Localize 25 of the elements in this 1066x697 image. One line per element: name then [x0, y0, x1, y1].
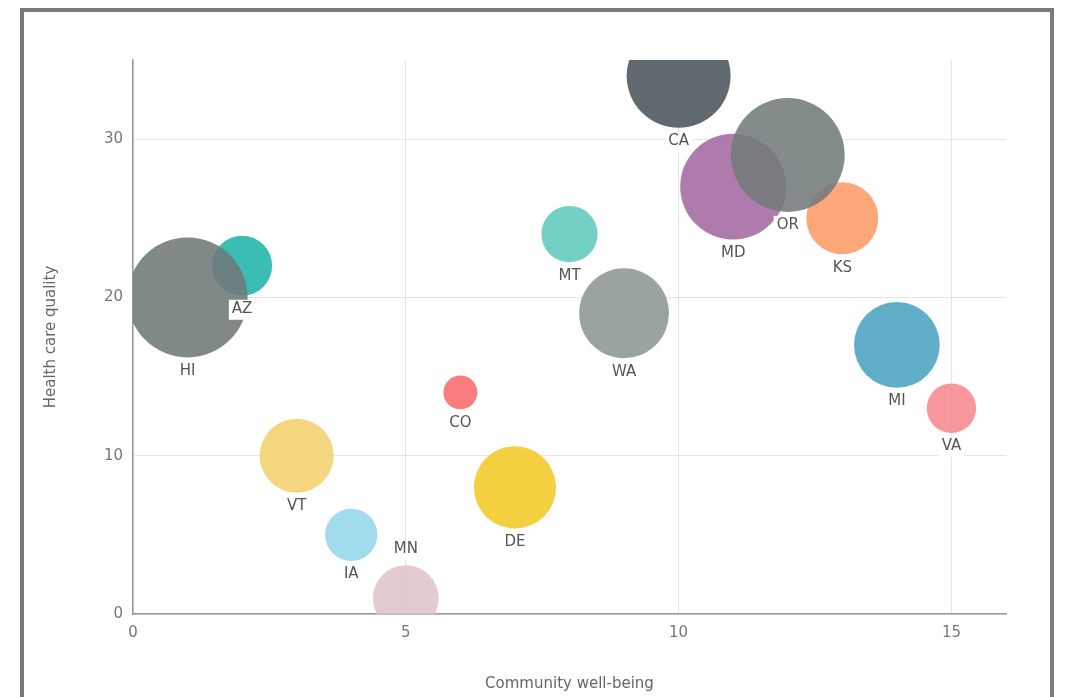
x-tick-label: 10: [669, 622, 689, 641]
x-axis-title: Community well-being: [485, 673, 654, 692]
series-label: MN: [393, 538, 418, 557]
series-label: OR: [776, 215, 799, 234]
x-tick-label: 5: [401, 622, 411, 641]
y-tick-label: 10: [103, 445, 123, 464]
x-tick-label: 0: [128, 622, 138, 641]
series-label: DE: [504, 531, 526, 550]
y-tick-label: 0: [113, 603, 123, 622]
series-label: CA: [668, 131, 690, 150]
series-label: IA: [343, 564, 360, 583]
series-label: VA: [941, 436, 962, 455]
y-tick-label: 20: [103, 287, 123, 306]
series-label: AZ: [231, 299, 253, 318]
series-label: CO: [449, 412, 472, 431]
series-label: KS: [832, 257, 852, 276]
series-label: MI: [888, 391, 906, 410]
series-label: WA: [611, 361, 637, 380]
x-tick-label: 15: [941, 622, 961, 641]
y-axis-title: Health care quality: [40, 265, 59, 409]
series-label: MD: [720, 243, 746, 262]
series-label: MT: [558, 265, 582, 284]
series-label: VT: [286, 496, 308, 515]
y-tick-label: 30: [103, 129, 123, 148]
series-label: HI: [179, 360, 196, 379]
